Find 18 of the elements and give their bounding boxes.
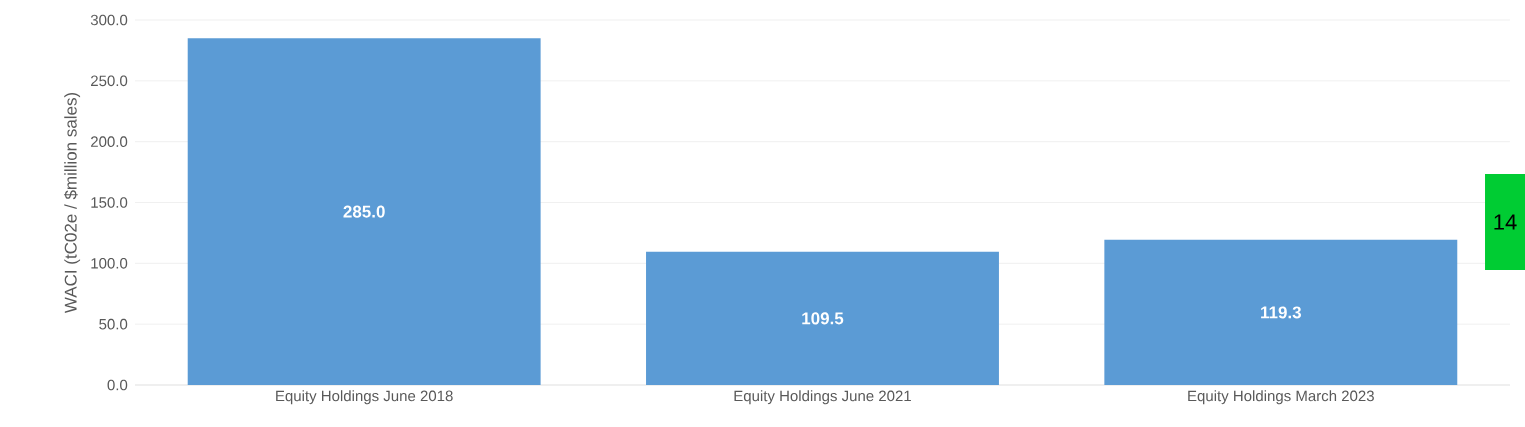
data-label: 119.3 — [1261, 306, 1301, 319]
y-tick-label: 300.0 — [90, 14, 128, 26]
x-tick-label: Equity Holdings June 2021 — [734, 390, 911, 405]
y-axis-title: WACI (tC02e / $million sales) — [63, 92, 81, 314]
y-tick-label: 200.0 — [91, 136, 128, 147]
y-tick-label: 50.0 — [99, 318, 128, 330]
x-tick-label: Equity Holdings June 2018 — [276, 390, 453, 405]
bar — [646, 251, 999, 385]
y-tick-label: 150.0 — [91, 197, 128, 208]
y-tick-label: 0.0 — [107, 379, 128, 391]
data-label: 109.5 — [802, 312, 844, 325]
bar — [1104, 239, 1458, 385]
y-tick-label: 100.0 — [91, 258, 128, 269]
y-tick-label: 250.0 — [91, 75, 128, 87]
x-tick-label: Equity Holdings March 2023 — [1188, 390, 1374, 405]
data-label: 285.0 — [343, 205, 385, 218]
bar — [187, 38, 541, 385]
annotation: 14 — [1494, 214, 1517, 230]
